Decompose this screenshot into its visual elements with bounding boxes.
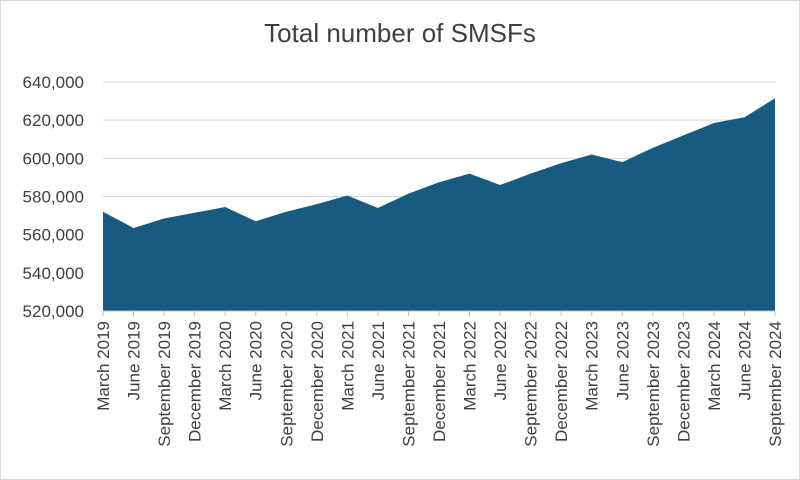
x-tick-label: September 2023 [644, 321, 663, 447]
x-axis: March 2019 June 2019 September 2019 Decembe… [94, 310, 785, 447]
x-tick-label: March 2024 [705, 321, 724, 411]
x-tick-label: September 2024 [766, 321, 785, 447]
y-tick-label: 580,000 [23, 188, 84, 207]
y-tick-label: 520,000 [23, 302, 84, 321]
area-series [103, 98, 775, 312]
y-tick-label: 620,000 [23, 111, 84, 130]
x-tick-label: December 2020 [308, 321, 327, 442]
x-tick-label: March 2020 [216, 321, 235, 411]
x-tick-label: September 2022 [522, 321, 541, 447]
y-axis: 520,000 540,000 560,000 580,000 600,000 620,0… [23, 73, 84, 321]
x-tick-label: December 2022 [552, 321, 571, 442]
x-tick-label: June 2019 [125, 321, 144, 400]
y-tick-label: 540,000 [23, 264, 84, 283]
x-tick-label: March 2023 [583, 321, 602, 411]
x-tick-label: September 2021 [399, 321, 418, 447]
x-tick-label: March 2022 [461, 321, 480, 411]
x-tick-label: June 2023 [613, 321, 632, 400]
x-tick-label: September 2020 [277, 321, 296, 447]
x-tick-label: June 2024 [735, 321, 754, 400]
area-fill [103, 98, 775, 312]
chart-title: Total number of SMSFs [264, 18, 536, 48]
y-tick-label: 560,000 [23, 226, 84, 245]
x-tick-label: June 2021 [369, 321, 388, 400]
x-tick-label: December 2023 [674, 321, 693, 442]
x-tick-label: June 2020 [247, 321, 266, 400]
x-tick-label: December 2021 [430, 321, 449, 442]
y-tick-label: 640,000 [23, 73, 84, 92]
y-tick-label: 600,000 [23, 149, 84, 168]
x-tick-label: June 2022 [491, 321, 510, 400]
x-tick-label: September 2019 [155, 321, 174, 447]
x-tick-label: March 2021 [338, 321, 357, 411]
x-tick-label: March 2019 [94, 321, 113, 411]
x-tick-label: December 2019 [186, 321, 205, 442]
